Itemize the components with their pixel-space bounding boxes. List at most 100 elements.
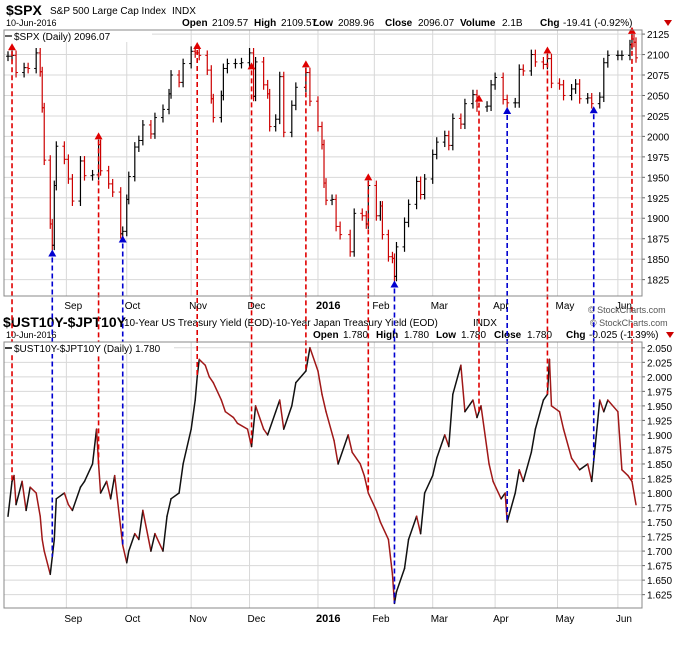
spx-plot-frame	[3, 29, 643, 297]
spread-line-segment	[41, 538, 45, 552]
spread-line-segment	[476, 405, 482, 419]
spx-y-tick-label: 1825	[647, 276, 670, 287]
spread-line-segment	[599, 399, 605, 413]
spread-line-segment	[337, 434, 349, 465]
spread-y-tick-label: 1.775	[647, 504, 672, 515]
spread-line-segment	[63, 492, 70, 506]
spread-line-segment	[325, 410, 335, 442]
spread-open-value: 1.780	[343, 330, 368, 341]
blue-triangle-icon	[118, 235, 127, 243]
spx-date: 10-Jun-2016	[6, 18, 57, 28]
spread-line-segment	[333, 439, 339, 465]
chg-down-icon	[664, 20, 672, 26]
spread-line-segment	[190, 399, 196, 430]
spread-line-segment	[166, 498, 172, 517]
red-triangle-icon	[364, 173, 373, 181]
spread-line-segment	[492, 480, 502, 500]
spread-x-tick-label: 2016	[316, 613, 340, 625]
spx-y-tick-label: 1850	[647, 255, 670, 266]
spread-line-segment	[558, 410, 565, 430]
spx-x-tick-label: 2016	[316, 300, 340, 312]
spx-high-label: High	[254, 18, 276, 29]
spread-x-tick-label: Mar	[431, 614, 449, 625]
spread-plot-frame	[3, 341, 643, 609]
spread-y-tick-label: 2.025	[647, 358, 672, 369]
blue-triangle-icon	[589, 106, 598, 114]
spx-close-value: 2096.07	[418, 18, 455, 29]
spread-line-segment	[138, 509, 144, 541]
spread-x-tick-label: Sep	[64, 614, 82, 625]
spx-open-value: 2109.57	[212, 18, 249, 29]
spread-line-segment	[480, 405, 490, 465]
spx-y-tick-label: 1875	[647, 235, 670, 246]
spread-line-segment	[246, 428, 253, 448]
spread-line-segment	[464, 399, 474, 413]
spread-line-segment	[586, 463, 593, 483]
spread-y-axis: 1.625 1.650 1.675 1.700 1.725 1.750 1.775 1.800…	[642, 344, 672, 602]
spread-x-tick-label: Oct	[125, 614, 141, 625]
spx-volume-value: 2.1B	[502, 18, 523, 29]
spx-low-value: 2089.96	[338, 18, 375, 29]
spx-y-tick-label: 2075	[647, 71, 670, 82]
spread-line-segment	[570, 457, 577, 465]
spread-symbol: $UST10Y-$JPT10Y	[3, 314, 127, 330]
spread-line-segment	[35, 492, 41, 517]
spread-line-segment	[607, 399, 619, 413]
spread-y-tick-label: 1.950	[647, 402, 672, 413]
chg-down-icon	[666, 332, 674, 338]
spread-line-segment	[83, 463, 94, 483]
spread-line-segment	[224, 410, 235, 419]
spread-line-segment	[198, 358, 207, 366]
spx-ohlc-bars	[6, 34, 638, 282]
spx-y-tick-label: 1950	[647, 173, 670, 184]
spread-line-segment	[39, 515, 43, 541]
spread-line-segment	[283, 405, 293, 430]
spx-y-tick-label: 2050	[647, 91, 670, 102]
spread-line-segment	[212, 381, 223, 401]
spread-line-segment	[435, 434, 446, 459]
spread-close-value: 1.780	[527, 330, 552, 341]
spread-line-segment	[236, 422, 249, 430]
spread-y-tick-label: 1.825	[647, 474, 672, 485]
spread-line-segment	[266, 410, 277, 436]
blue-triangle-icon	[48, 249, 57, 257]
spread-high-label: High	[376, 330, 398, 341]
spread-line-segment	[472, 399, 478, 419]
spx-x-tick-label: Feb	[372, 301, 390, 312]
spread-line-segment	[444, 434, 450, 448]
spread-line-segment	[291, 381, 297, 407]
spread-chg-label: Chg	[566, 330, 585, 341]
spread-header: $UST10Y-$JPT10Y 10-Year US Treasury Yiel…	[3, 314, 674, 341]
spread-line-segment	[317, 370, 323, 396]
spread-y-tick-label: 1.850	[647, 460, 672, 471]
spx-y-tick-label: 1975	[647, 153, 670, 164]
spread-line-segment	[91, 428, 98, 465]
spread-line-segment	[194, 376, 198, 401]
spread-line-segment	[347, 434, 353, 454]
spread-high-value: 1.780	[404, 330, 429, 341]
spread-line-segment	[97, 463, 102, 494]
spx-chg-value: -19.41 (-0.92%)	[563, 18, 632, 29]
spx-y-tick-label: 2125	[647, 30, 670, 41]
spx-low-label: Low	[313, 18, 333, 29]
spread-line-segment	[182, 428, 192, 465]
spread-line-segment	[395, 567, 406, 593]
spread-y-tick-label: 2.050	[647, 344, 672, 355]
spread-y-tick-label: 1.675	[647, 562, 672, 573]
spread-line-segment	[7, 480, 13, 517]
spread-line-segment	[71, 486, 82, 512]
spread-line-segment	[95, 428, 100, 465]
spx-name: S&P 500 Large Cap Index	[50, 6, 166, 17]
spread-legend-bg	[4, 342, 174, 354]
spread-line-segment	[154, 532, 164, 552]
red-triangle-icon	[193, 41, 202, 49]
spx-y-tick-label: 2100	[647, 51, 670, 62]
spread-line-segment	[419, 492, 426, 535]
spread-legend: $UST10Y-$JPT10Y (Daily) 1.780	[14, 344, 161, 355]
spx-y-tick-label: 2025	[647, 112, 670, 123]
spread-open-label: Open	[313, 330, 339, 341]
spread-line-segment	[452, 364, 462, 396]
spread-line-segment	[15, 480, 23, 506]
red-triangle-icon	[94, 132, 103, 140]
